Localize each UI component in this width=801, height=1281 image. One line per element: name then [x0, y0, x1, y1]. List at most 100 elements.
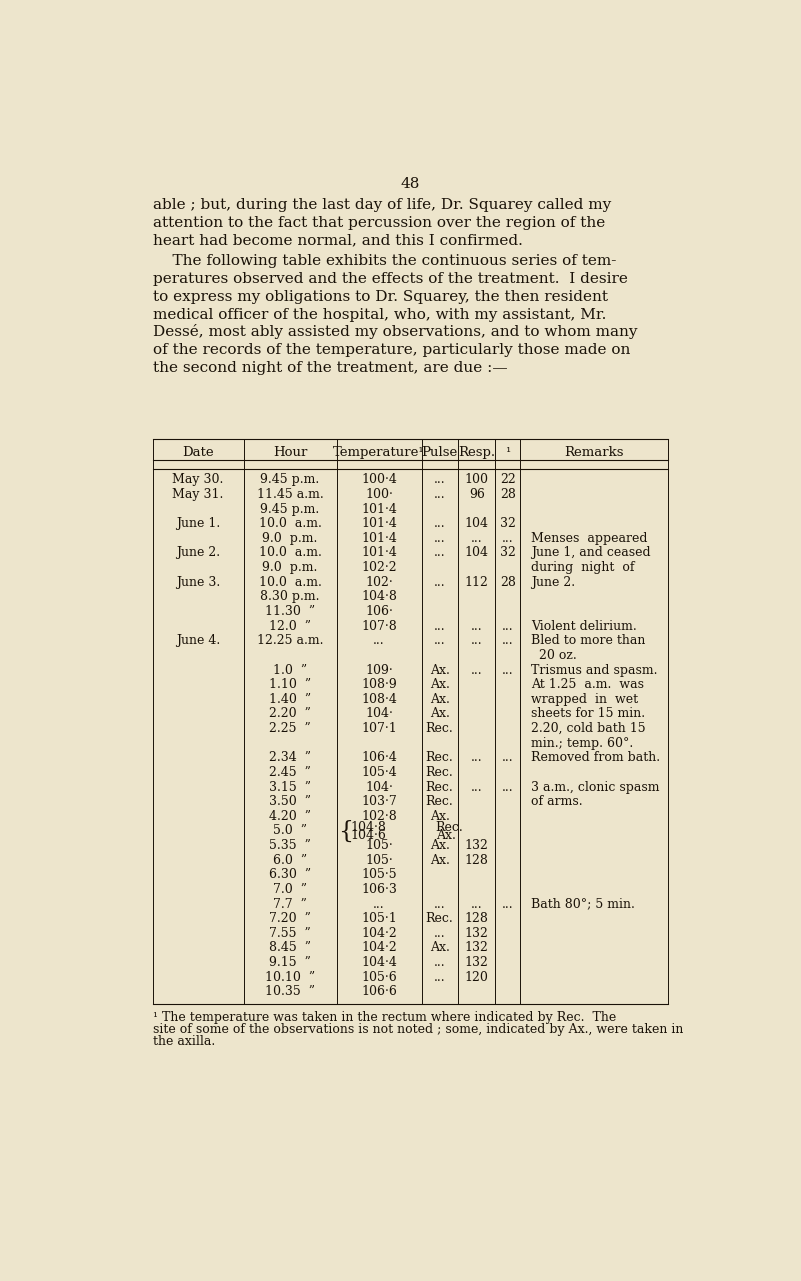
Text: 106·: 106· — [365, 605, 393, 617]
Text: 2.20  ”: 2.20 ” — [269, 707, 311, 720]
Text: during  night  of: during night of — [531, 561, 634, 574]
Text: ...: ... — [373, 634, 385, 647]
Text: 5.0  ”: 5.0 ” — [273, 825, 307, 838]
Text: ...: ... — [434, 575, 445, 589]
Text: 10.35  ”: 10.35 ” — [265, 985, 315, 998]
Text: 3.15  ”: 3.15 ” — [269, 780, 311, 793]
Text: sheets for 15 min.: sheets for 15 min. — [531, 707, 645, 720]
Text: 132: 132 — [465, 839, 489, 852]
Text: 106·4: 106·4 — [361, 751, 397, 765]
Text: heart had become normal, and this I confirmed.: heart had become normal, and this I conf… — [153, 233, 523, 247]
Text: 3.50  ”: 3.50 ” — [269, 796, 311, 808]
Text: June 1, and ceased: June 1, and ceased — [531, 547, 650, 560]
Text: Ax.: Ax. — [436, 829, 456, 842]
Text: ...: ... — [471, 664, 482, 676]
Text: 12.25 a.m.: 12.25 a.m. — [257, 634, 324, 647]
Text: 9.45 p.m.: 9.45 p.m. — [260, 502, 320, 515]
Text: June 2.: June 2. — [531, 575, 575, 589]
Text: June 3.: June 3. — [175, 575, 220, 589]
Text: 105·1: 105·1 — [361, 912, 397, 925]
Text: 7.20  ”: 7.20 ” — [269, 912, 311, 925]
Text: Ax.: Ax. — [429, 664, 449, 676]
Text: 108·4: 108·4 — [361, 693, 397, 706]
Text: 101·4: 101·4 — [361, 547, 397, 560]
Text: 6.0  ”: 6.0 ” — [273, 853, 307, 867]
Text: 128: 128 — [465, 853, 489, 867]
Text: of arms.: of arms. — [531, 796, 582, 808]
Text: 132: 132 — [465, 927, 489, 940]
Text: 9.45 p.m.: 9.45 p.m. — [260, 473, 320, 487]
Text: 101·4: 101·4 — [361, 532, 397, 544]
Text: 104: 104 — [465, 547, 489, 560]
Text: ...: ... — [434, 927, 445, 940]
Text: ...: ... — [502, 751, 513, 765]
Text: 104·: 104· — [365, 707, 393, 720]
Text: 107·1: 107·1 — [361, 722, 397, 735]
Text: 104: 104 — [465, 518, 489, 530]
Text: Rec.: Rec. — [425, 766, 453, 779]
Text: 104·6: 104·6 — [351, 829, 386, 842]
Text: ...: ... — [434, 532, 445, 544]
Text: 48: 48 — [400, 177, 420, 191]
Text: wrapped  in  wet: wrapped in wet — [531, 693, 638, 706]
Text: At 1.25  a.m.  was: At 1.25 a.m. was — [531, 678, 644, 692]
Text: 104·8: 104·8 — [361, 591, 397, 603]
Text: site of some of the observations is not noted ; some, indicated by Ax., were tak: site of some of the observations is not … — [153, 1024, 683, 1036]
Text: ...: ... — [471, 898, 482, 911]
Text: May 30.: May 30. — [172, 473, 223, 487]
Text: Rec.: Rec. — [425, 796, 453, 808]
Text: ...: ... — [434, 518, 445, 530]
Text: ...: ... — [502, 620, 513, 633]
Text: 8.30 p.m.: 8.30 p.m. — [260, 591, 320, 603]
Text: 100·: 100· — [365, 488, 393, 501]
Text: 105·5: 105·5 — [361, 869, 397, 881]
Text: Rec.: Rec. — [425, 780, 453, 793]
Text: ...: ... — [471, 780, 482, 793]
Text: 105·6: 105·6 — [361, 971, 397, 984]
Text: 2.45  ”: 2.45 ” — [269, 766, 311, 779]
Text: 7.0  ”: 7.0 ” — [273, 883, 307, 895]
Text: ...: ... — [471, 620, 482, 633]
Text: 22: 22 — [500, 473, 516, 487]
Text: 120: 120 — [465, 971, 489, 984]
Text: Violent delirium.: Violent delirium. — [531, 620, 637, 633]
Text: 10.0  a.m.: 10.0 a.m. — [259, 547, 321, 560]
Text: of the records of the temperature, particularly those made on: of the records of the temperature, parti… — [153, 343, 630, 357]
Text: 112: 112 — [465, 575, 489, 589]
Text: Bath 80°; 5 min.: Bath 80°; 5 min. — [531, 898, 635, 911]
Text: 7.55  ”: 7.55 ” — [269, 927, 311, 940]
Text: 104·2: 104·2 — [361, 942, 397, 954]
Text: 6.30  ”: 6.30 ” — [269, 869, 311, 881]
Text: Date: Date — [182, 446, 214, 459]
Text: ...: ... — [502, 634, 513, 647]
Text: 109·: 109· — [365, 664, 393, 676]
Text: 132: 132 — [465, 956, 489, 970]
Text: medical officer of the hospital, who, with my assistant, Mr.: medical officer of the hospital, who, wi… — [153, 307, 606, 322]
Text: 101·4: 101·4 — [361, 518, 397, 530]
Text: 11.30  ”: 11.30 ” — [265, 605, 315, 617]
Text: 10.0  a.m.: 10.0 a.m. — [259, 518, 321, 530]
Text: 106·3: 106·3 — [361, 883, 397, 895]
Text: Resp.: Resp. — [458, 446, 495, 459]
Text: Ax.: Ax. — [429, 678, 449, 692]
Text: 102·8: 102·8 — [361, 810, 397, 822]
Text: June 4.: June 4. — [175, 634, 220, 647]
Text: to express my obligations to Dr. Squarey, the then resident: to express my obligations to Dr. Squarey… — [153, 290, 608, 304]
Text: 4.20  ”: 4.20 ” — [269, 810, 311, 822]
Text: May 31.: May 31. — [172, 488, 223, 501]
Text: the second night of the treatment, are due :—: the second night of the treatment, are d… — [153, 361, 508, 374]
Text: 2.25  ”: 2.25 ” — [269, 722, 311, 735]
Text: Ax.: Ax. — [429, 693, 449, 706]
Text: 101·4: 101·4 — [361, 502, 397, 515]
Text: 107·8: 107·8 — [361, 620, 397, 633]
Text: The following table exhibits the continuous series of tem-: The following table exhibits the continu… — [153, 255, 616, 269]
Text: 102·2: 102·2 — [361, 561, 397, 574]
Text: 3 a.m., clonic spasm: 3 a.m., clonic spasm — [531, 780, 659, 793]
Text: attention to the fact that percussion over the region of the: attention to the fact that percussion ov… — [153, 216, 605, 229]
Text: 8.45  ”: 8.45 ” — [269, 942, 311, 954]
Text: Dessé, most ably assisted my observations, and to whom many: Dessé, most ably assisted my observation… — [153, 324, 638, 339]
Text: 2.20, cold bath 15: 2.20, cold bath 15 — [531, 722, 646, 735]
Text: ...: ... — [502, 532, 513, 544]
Text: ...: ... — [502, 898, 513, 911]
Text: ...: ... — [471, 751, 482, 765]
